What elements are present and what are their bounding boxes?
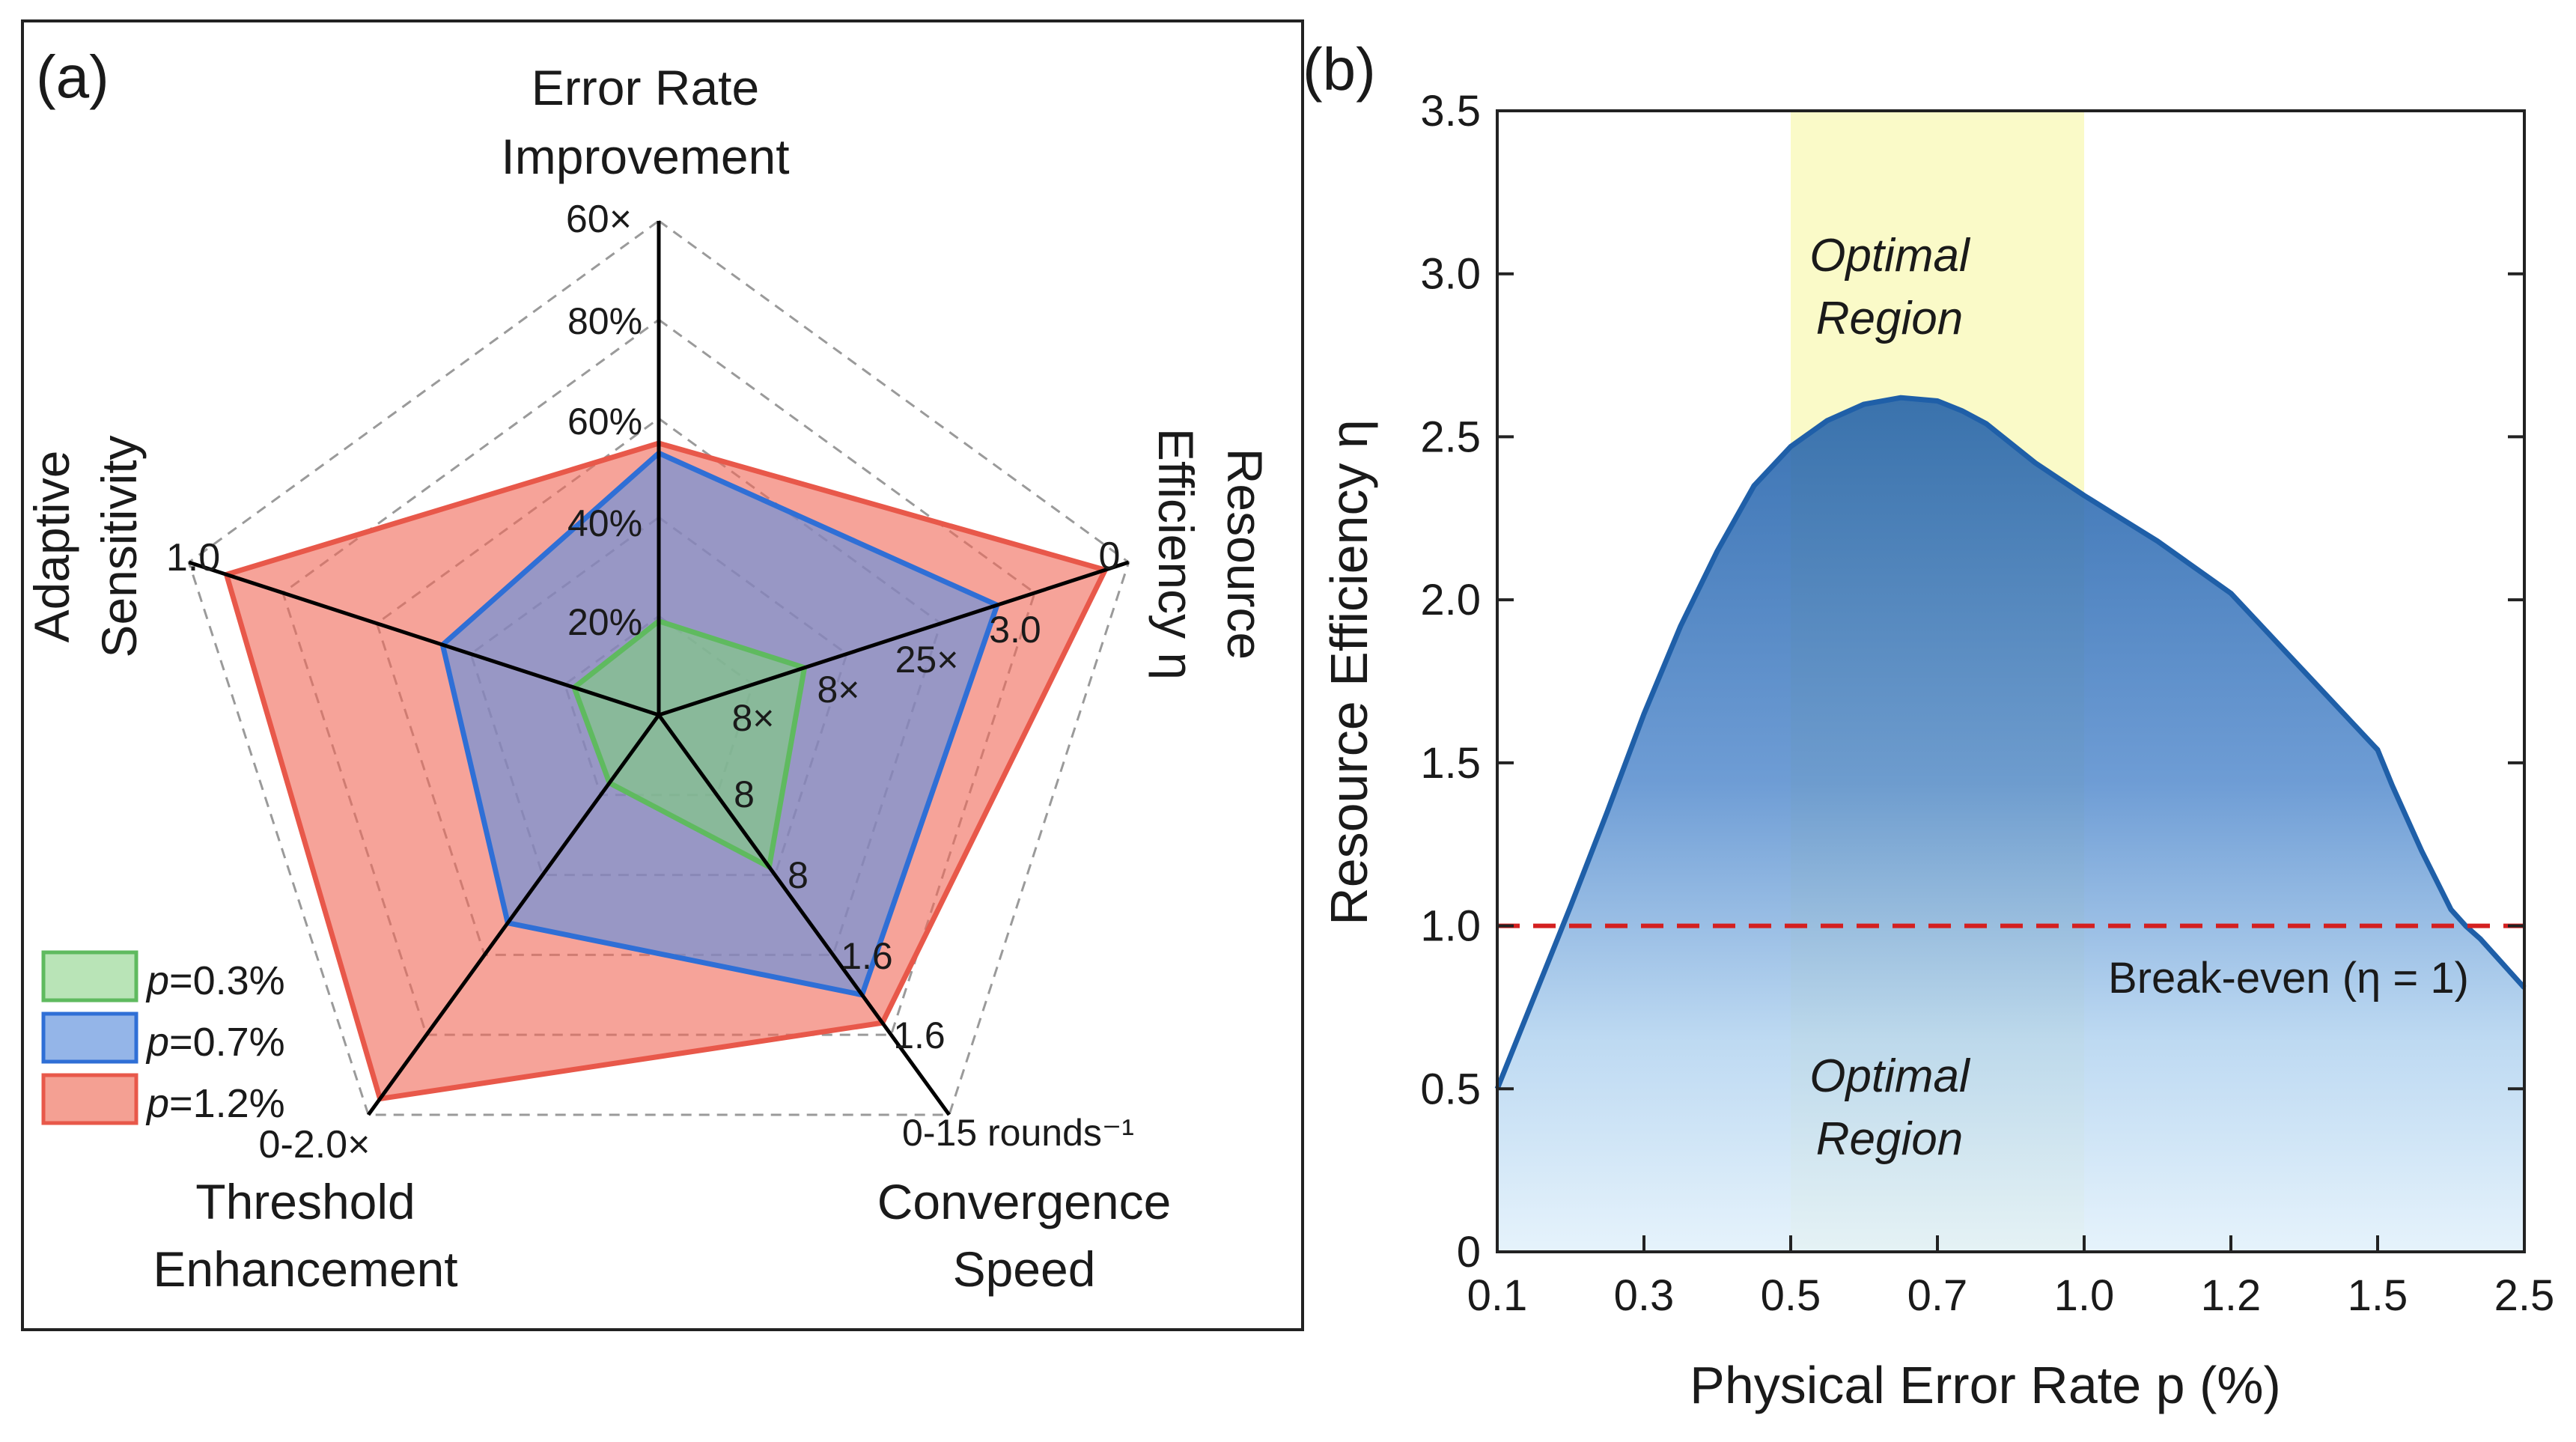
y-tick-label: 0.5	[1420, 1065, 1481, 1113]
tick-label: 1.6	[893, 1014, 946, 1056]
area-panel: (b) 0.1 0.3 0.5 0.7 1.0 1.2 1.5 2.5 0 0.5 1.0 1.5 2.…	[1303, 36, 2554, 1414]
panel-a-frame	[21, 19, 1304, 1331]
axis-title-convergence: Speed	[953, 1241, 1096, 1297]
tick-label: 8	[734, 773, 755, 815]
axis-title-convergence: Convergence	[877, 1174, 1172, 1229]
panel-a-label: (a)	[36, 43, 109, 110]
axis-range-resource: 0	[1099, 535, 1121, 578]
axis-range-adaptive: 1.0	[166, 536, 220, 579]
axis-range-convergence: 0-15 rounds⁻¹	[902, 1112, 1134, 1154]
axis-range-threshold: 0-2.0×	[259, 1123, 371, 1166]
axis-title-threshold: Threshold	[195, 1174, 415, 1229]
axis-title-adaptive: Adaptive	[24, 451, 79, 643]
axis-title-resource: Resource	[1217, 448, 1273, 660]
x-tick-label: 2.5	[2494, 1271, 2555, 1320]
tick-label: 60%	[567, 401, 642, 442]
x-axis-title: Physical Error Rate p (%)	[1690, 1356, 2281, 1414]
radar-axis-line	[658, 560, 1130, 717]
axis-title-error-rate: Improvement	[501, 129, 789, 184]
breakeven-label: Break-even (η = 1)	[2108, 954, 2469, 1003]
radar-panel: (a) Error Rate Improvement 60× Resource …	[21, 19, 1304, 1331]
axis-title-resource: Efficiency η	[1148, 428, 1204, 680]
x-tick-label: 1.5	[2348, 1271, 2408, 1320]
tick-label: 40%	[567, 502, 642, 544]
y-tick-label: 2.5	[1420, 413, 1481, 461]
y-tick-label: 3.5	[1420, 87, 1481, 136]
tick-label: 8×	[817, 669, 859, 711]
radar-axes	[188, 221, 1130, 1116]
tick-label: 3.0	[989, 609, 1041, 651]
y-axis-title: Resource Efficiency η	[1320, 419, 1378, 925]
legend-label: p=0.7%	[145, 1020, 285, 1065]
area-fill	[1497, 398, 2524, 1252]
axis-title-error-rate: Error Rate	[532, 60, 759, 115]
band-label-top: Region	[1816, 293, 1963, 344]
band-label-bottom: Optimal	[1809, 1050, 1971, 1102]
tick-label: 20%	[567, 601, 642, 643]
axis-title-adaptive: Sensitivity	[91, 435, 147, 657]
x-tick-label: 0.1	[1467, 1271, 1528, 1320]
x-tick-label: 0.5	[1761, 1271, 1821, 1320]
radar-series	[224, 440, 1108, 1102]
band-label-top: Optimal	[1809, 230, 1971, 282]
y-tick-label: 0	[1457, 1228, 1481, 1277]
x-tick-label: 1.0	[2054, 1271, 2115, 1320]
tick-label: 8×	[731, 697, 774, 739]
radar-axis-line	[657, 714, 951, 1116]
radar-axis-line	[367, 714, 661, 1116]
x-tick-label: 0.3	[1614, 1271, 1675, 1320]
axis-range-error-rate: 60×	[566, 198, 632, 241]
x-tick-label: 1.2	[2201, 1271, 2262, 1320]
legend-swatch-green	[41, 950, 138, 1003]
legend-label: p=0.3%	[145, 958, 285, 1003]
tick-label: 25×	[895, 639, 959, 681]
plot-frame	[1496, 109, 2526, 1253]
y-tick-label: 1.5	[1420, 739, 1481, 788]
band-label-bottom: Region	[1816, 1113, 1963, 1165]
panel-b-label: (b)	[1303, 36, 1376, 103]
y-tick-label: 2.0	[1420, 576, 1481, 624]
y-tick-label: 1.0	[1420, 902, 1481, 951]
axis-title-threshold: Enhancement	[153, 1241, 457, 1297]
tick-label: 8	[788, 854, 809, 896]
x-tick-label: 0.7	[1907, 1271, 1968, 1320]
radar-axis-line	[188, 560, 660, 717]
legend-swatch-blue	[41, 1011, 138, 1064]
tick-label: 1.6	[841, 935, 893, 977]
series-polygon-0.3%	[571, 618, 808, 870]
efficiency-curve	[1494, 395, 2527, 1090]
legend: p=0.3% p=0.7% p=1.2%	[41, 950, 285, 1126]
legend-swatch-red	[41, 1073, 138, 1125]
legend-label: p=1.2%	[145, 1081, 285, 1126]
y-tick-label: 3.0	[1420, 250, 1481, 299]
area-plot: 0.1 0.3 0.5 0.7 1.0 1.2 1.5 2.5 0 0.5 1.0 1.5 2.0 2.5…	[1420, 87, 2554, 1320]
tick-label: 80%	[567, 300, 642, 342]
